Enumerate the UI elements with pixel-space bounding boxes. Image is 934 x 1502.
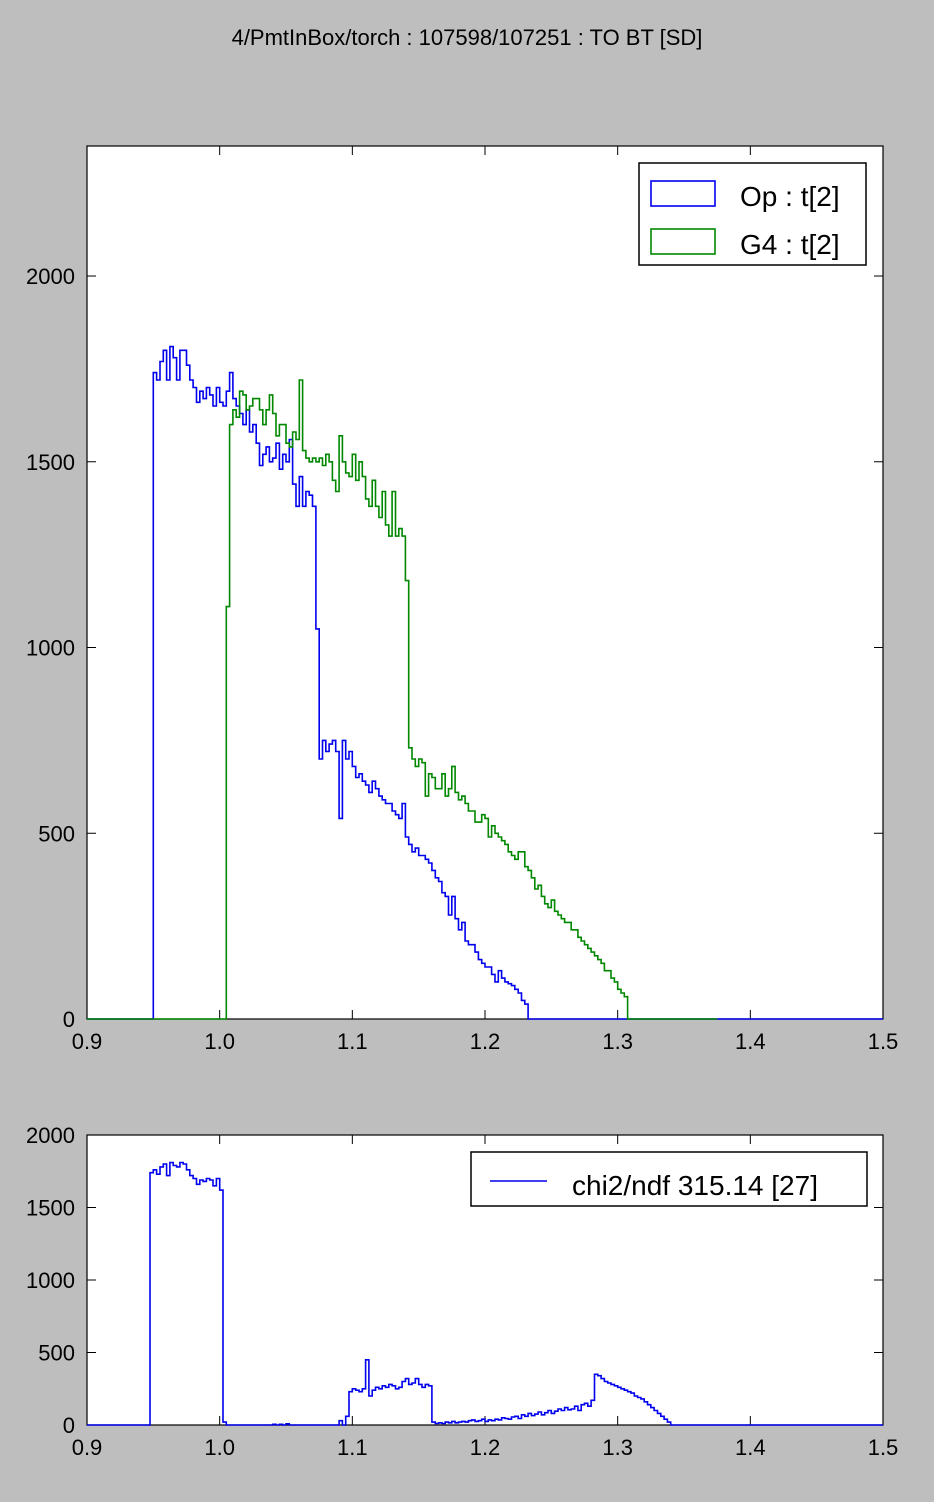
bottom-xtick-label: 1.0 (204, 1435, 235, 1460)
bottom-ytick-label: 1000 (26, 1268, 75, 1293)
op-legend-swatch (650, 180, 716, 207)
chi2-legend-label: chi2/ndf 315.14 [27] (572, 1170, 818, 1201)
top-ytick-label: 0 (63, 1007, 75, 1032)
top-xtick-label: 1.3 (602, 1029, 633, 1054)
bottom-ytick-label: 0 (63, 1413, 75, 1438)
bottom-xtick-label: 1.1 (337, 1435, 368, 1460)
bottom-xtick-label: 1.2 (470, 1435, 501, 1460)
figure-title: 4/PmtInBox/torch : 107598/107251 : TO BT… (232, 25, 703, 50)
top-xtick-label: 0.9 (72, 1029, 103, 1054)
top-xtick-label: 1.1 (337, 1029, 368, 1054)
bottom-series (87, 1161, 883, 1426)
top-xtick-label: 1.2 (470, 1029, 501, 1054)
top-xtick-label: 1.0 (204, 1029, 235, 1054)
top-plot-area (86, 145, 884, 1020)
bottom-panel: 0.9 1.0 1.1 1.2 1.3 1.4 1.5 0 500 1000 1500 2000 ch… (26, 1123, 898, 1460)
g4-legend-label: G4 : t[2] (740, 229, 840, 260)
bottom-legend: chi2/ndf 315.14 [27] (470, 1151, 868, 1207)
bottom-series-0-histogram (87, 1161, 883, 1426)
top-ytick-label: 1000 (26, 636, 75, 661)
bottom-ytick-label: 500 (38, 1341, 75, 1366)
op-legend-label: Op : t[2] (740, 181, 840, 212)
top-ytick-label: 500 (38, 821, 75, 846)
top-series-1-histogram (87, 379, 718, 1020)
bottom-xtick-label: 0.9 (72, 1435, 103, 1460)
top-series (87, 345, 883, 1020)
top-ticks: 0.9 1.0 1.1 1.2 1.3 1.4 1.5 0 500 1000 1500 2000 (26, 146, 898, 1054)
top-xtick-label: 1.4 (735, 1029, 766, 1054)
bottom-xtick-label: 1.3 (602, 1435, 633, 1460)
top-legend: Op : t[2] G4 : t[2] (638, 162, 867, 266)
g4-legend-swatch (650, 228, 716, 255)
bottom-ytick-label: 1500 (26, 1196, 75, 1221)
top-series-0-histogram (87, 345, 883, 1020)
bottom-ticks: 0.9 1.0 1.1 1.2 1.3 1.4 1.5 0 500 1000 1500 2000 (26, 1123, 898, 1460)
bottom-legend-box (470, 1151, 868, 1207)
bottom-ytick-label: 2000 (26, 1123, 75, 1148)
top-panel: 0.9 1.0 1.1 1.2 1.3 1.4 1.5 0 500 1000 1500 2000 Op… (26, 145, 898, 1054)
bottom-xtick-label: 1.4 (735, 1435, 766, 1460)
top-ytick-label: 2000 (26, 264, 75, 289)
top-ytick-label: 1500 (26, 450, 75, 475)
bottom-xtick-label: 1.5 (868, 1435, 899, 1460)
top-legend-box (638, 162, 867, 266)
top-xtick-label: 1.5 (868, 1029, 899, 1054)
